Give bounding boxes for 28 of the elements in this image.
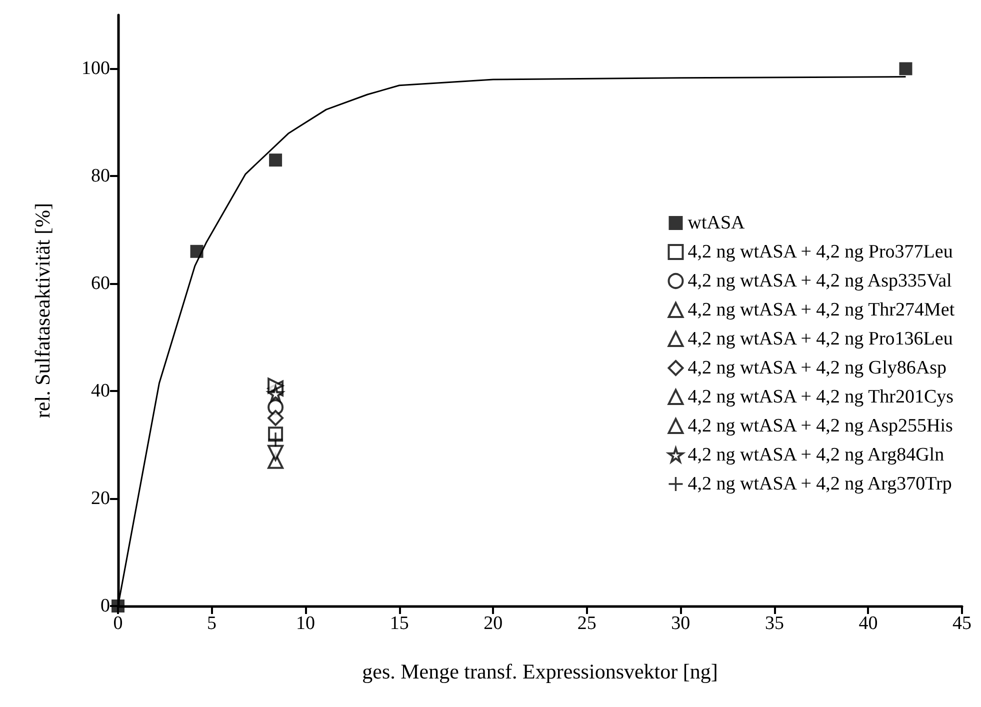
x-axis-title: ges. Menge transf. Expressionsvektor [ng] [362,660,718,684]
x-tick-label: 30 [671,613,690,634]
x-tick-label: 10 [296,613,316,634]
legend-label: 4,2 ng wtASA + 4,2 ng Asp255His [688,416,953,436]
x-tick-label: 40 [858,613,878,634]
legend-label: 4,2 ng wtASA + 4,2 ng Pro377Leu [688,242,954,262]
legend-label: 4,2 ng wtASA + 4,2 ng Pro136Leu [688,328,954,350]
x-tick-label: 45 [952,613,972,634]
x-tick-label: 0 [113,613,123,634]
legend-label: wtASA [688,212,746,234]
y-tick-label: 100 [82,58,110,80]
y-tick-label: 40 [91,380,110,402]
y-tick-label: 0 [100,596,110,616]
legend-label: 4,2 ng wtASA + 4,2 ng Arg370Trp [688,474,952,494]
y-tick-label: 80 [91,166,110,187]
legend-label: 4,2 ng wtASA + 4,2 ng Thr274Met [688,300,956,320]
y-axis-title: rel. Sulfataseaktivität [%] [30,202,54,418]
x-tick-label: 25 [577,613,596,634]
legend-label: 4,2 ng wtASA + 4,2 ng Gly86Asp [688,358,947,378]
legend-label: 4,2 ng wtASA + 4,2 ng Arg84Gln [688,444,945,466]
legend-label: 4,2 ng wtASA + 4,2 ng Thr201Cys [688,386,954,408]
legend-label: 4,2 ng wtASA + 4,2 ng Asp335Val [688,270,952,292]
x-tick-label: 5 [207,613,217,634]
y-tick-label: 20 [91,488,110,510]
y-tick-label: 60 [91,273,110,294]
x-tick-label: 15 [390,613,409,634]
x-tick-label: 35 [764,613,784,634]
x-tick-label: 20 [484,613,503,634]
